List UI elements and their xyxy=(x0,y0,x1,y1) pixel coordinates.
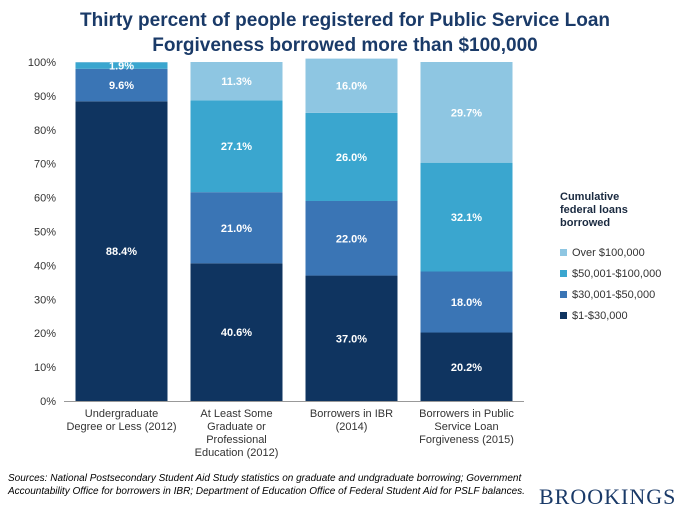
legend-title: Cumulative federal loans borrowed xyxy=(560,191,628,229)
chart-title: Thirty percent of people registered for … xyxy=(79,10,610,56)
data-label: 1.9% xyxy=(109,61,134,73)
legend-swatch xyxy=(560,312,567,319)
legend-label: Over $100,000 xyxy=(572,247,645,259)
bar-segment xyxy=(305,275,398,401)
y-tick-label: 40% xyxy=(34,260,56,272)
y-tick-label: 50% xyxy=(34,227,56,239)
data-label: 16.0% xyxy=(336,81,367,93)
y-tick-label: 100% xyxy=(28,57,56,69)
data-label: 29.7% xyxy=(451,107,482,119)
bar-segment xyxy=(75,62,168,69)
x-category-label: At Least Some Graduate or Professional Educ… xyxy=(195,408,279,459)
y-tick-label: 60% xyxy=(34,193,56,205)
y-tick-label: 10% xyxy=(34,362,56,374)
legend-swatch xyxy=(560,270,567,277)
legend-label: $30,001-$50,000 xyxy=(572,289,655,301)
data-label: 40.6% xyxy=(221,327,252,339)
data-label: 11.3% xyxy=(221,76,252,88)
bar-segment xyxy=(305,112,398,201)
y-tick-label: 20% xyxy=(34,328,56,340)
data-label: 32.1% xyxy=(451,212,482,224)
bar-segment xyxy=(75,68,168,102)
data-label: 18.0% xyxy=(451,297,482,309)
data-label: 88.4% xyxy=(106,246,137,258)
data-label: 22.0% xyxy=(336,233,367,245)
bar-segment xyxy=(420,62,513,163)
y-tick-label: 70% xyxy=(34,159,56,171)
bar-segment xyxy=(420,162,513,272)
y-tick-label: 90% xyxy=(34,91,56,103)
bar-segment xyxy=(190,263,283,401)
y-tick-label: 80% xyxy=(34,125,56,137)
bar-segment xyxy=(305,58,398,113)
data-label: 9.6% xyxy=(109,80,134,92)
y-tick-label: 30% xyxy=(34,294,56,306)
bar-segment xyxy=(420,332,513,401)
data-label: 26.0% xyxy=(336,152,367,164)
bar-segment xyxy=(190,62,283,101)
data-label: 20.2% xyxy=(451,362,482,374)
sources-note: Sources: National Postsecondary Student … xyxy=(8,473,525,497)
legend-label: $1-$30,000 xyxy=(572,310,628,322)
bar-segment xyxy=(190,100,283,193)
x-category-label: Undergraduate Degree or Less (2012) xyxy=(66,408,176,433)
y-tick-label: 0% xyxy=(40,396,56,408)
bar-segment xyxy=(190,192,283,264)
x-category-label: Borrowers in IBR (2014) xyxy=(310,408,393,433)
bar-segment xyxy=(305,200,398,276)
legend-swatch xyxy=(560,249,567,256)
bar-segment xyxy=(420,271,513,333)
data-label: 37.0% xyxy=(336,333,367,345)
data-label: 27.1% xyxy=(221,141,252,153)
brookings-logo: BROOKINGS xyxy=(539,484,677,509)
legend-label: $50,001-$100,000 xyxy=(572,268,661,280)
data-label: 21.0% xyxy=(221,223,252,235)
bar-segment xyxy=(75,101,168,401)
x-category-label: Borrowers in Public Service Loan Forgivene… xyxy=(419,408,514,446)
legend-swatch xyxy=(560,291,567,298)
